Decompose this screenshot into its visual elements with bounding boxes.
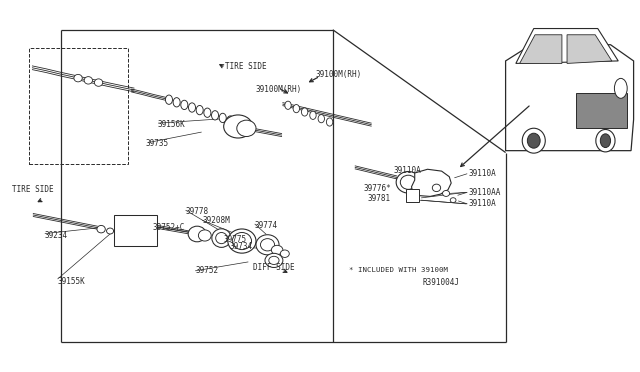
Text: 39752+C: 39752+C <box>152 223 185 232</box>
Ellipse shape <box>228 229 256 253</box>
Ellipse shape <box>181 100 188 109</box>
Text: 39110A: 39110A <box>394 166 421 174</box>
Text: 39734: 39734 <box>229 242 252 251</box>
Text: 39208M: 39208M <box>202 217 230 225</box>
Ellipse shape <box>280 250 289 257</box>
Text: TIRE SIDE: TIRE SIDE <box>12 185 53 194</box>
Ellipse shape <box>74 74 82 82</box>
Text: 39100M(RH): 39100M(RH) <box>316 70 362 79</box>
Ellipse shape <box>401 175 417 189</box>
Polygon shape <box>506 45 634 151</box>
Text: DIFF SIDE: DIFF SIDE <box>253 263 294 272</box>
Text: 39110AA: 39110AA <box>468 188 501 197</box>
Ellipse shape <box>196 106 204 115</box>
Text: 39735: 39735 <box>146 139 169 148</box>
Ellipse shape <box>189 103 196 112</box>
Ellipse shape <box>232 232 252 250</box>
Text: 39776*: 39776* <box>364 184 391 193</box>
Text: 39155K: 39155K <box>58 277 85 286</box>
Text: 39781: 39781 <box>368 194 391 203</box>
Bar <box>29 48 128 164</box>
Ellipse shape <box>271 246 283 254</box>
Ellipse shape <box>396 171 420 193</box>
Ellipse shape <box>596 129 615 152</box>
Ellipse shape <box>165 95 173 104</box>
Ellipse shape <box>212 229 231 247</box>
Ellipse shape <box>224 115 252 138</box>
Text: 39778: 39778 <box>186 207 209 216</box>
Polygon shape <box>516 29 618 63</box>
Ellipse shape <box>216 232 227 244</box>
Ellipse shape <box>451 198 456 202</box>
Ellipse shape <box>97 225 105 233</box>
Bar <box>576 93 627 128</box>
Ellipse shape <box>269 256 279 264</box>
Ellipse shape <box>84 77 93 84</box>
Polygon shape <box>520 35 562 63</box>
Ellipse shape <box>237 120 256 137</box>
Text: 39110A: 39110A <box>468 169 496 178</box>
Ellipse shape <box>326 118 333 126</box>
Text: TIRE SIDE: TIRE SIDE <box>225 62 267 71</box>
Text: 39110A: 39110A <box>468 199 496 208</box>
Text: 39775: 39775 <box>224 235 247 244</box>
Ellipse shape <box>265 253 283 267</box>
Bar <box>114 215 157 246</box>
Text: 39234: 39234 <box>45 231 68 240</box>
Bar <box>406 189 419 202</box>
Ellipse shape <box>234 118 242 128</box>
Ellipse shape <box>95 79 102 86</box>
Polygon shape <box>412 169 451 196</box>
Text: * INCLUDED WITH 39100M: * INCLUDED WITH 39100M <box>349 267 448 273</box>
Ellipse shape <box>293 105 300 113</box>
Text: 39774: 39774 <box>255 221 278 230</box>
Ellipse shape <box>106 228 114 234</box>
Ellipse shape <box>188 226 206 242</box>
Ellipse shape <box>173 98 180 107</box>
Ellipse shape <box>301 108 308 116</box>
Ellipse shape <box>211 111 219 120</box>
Text: 39156K: 39156K <box>157 120 185 129</box>
Polygon shape <box>567 35 612 63</box>
Ellipse shape <box>443 190 449 196</box>
Ellipse shape <box>433 184 441 192</box>
Ellipse shape <box>260 239 275 251</box>
Text: R391004J: R391004J <box>422 278 460 287</box>
Text: 39752: 39752 <box>195 266 218 275</box>
Ellipse shape <box>256 235 279 255</box>
Ellipse shape <box>614 78 627 98</box>
Ellipse shape <box>527 133 540 148</box>
Ellipse shape <box>227 116 234 125</box>
Text: 39100M(RH): 39100M(RH) <box>256 85 302 94</box>
Ellipse shape <box>219 113 227 123</box>
Ellipse shape <box>198 230 211 241</box>
Ellipse shape <box>318 115 324 123</box>
Ellipse shape <box>600 134 611 148</box>
Ellipse shape <box>522 128 545 153</box>
Ellipse shape <box>204 108 211 118</box>
Ellipse shape <box>285 101 291 109</box>
Ellipse shape <box>310 111 316 119</box>
